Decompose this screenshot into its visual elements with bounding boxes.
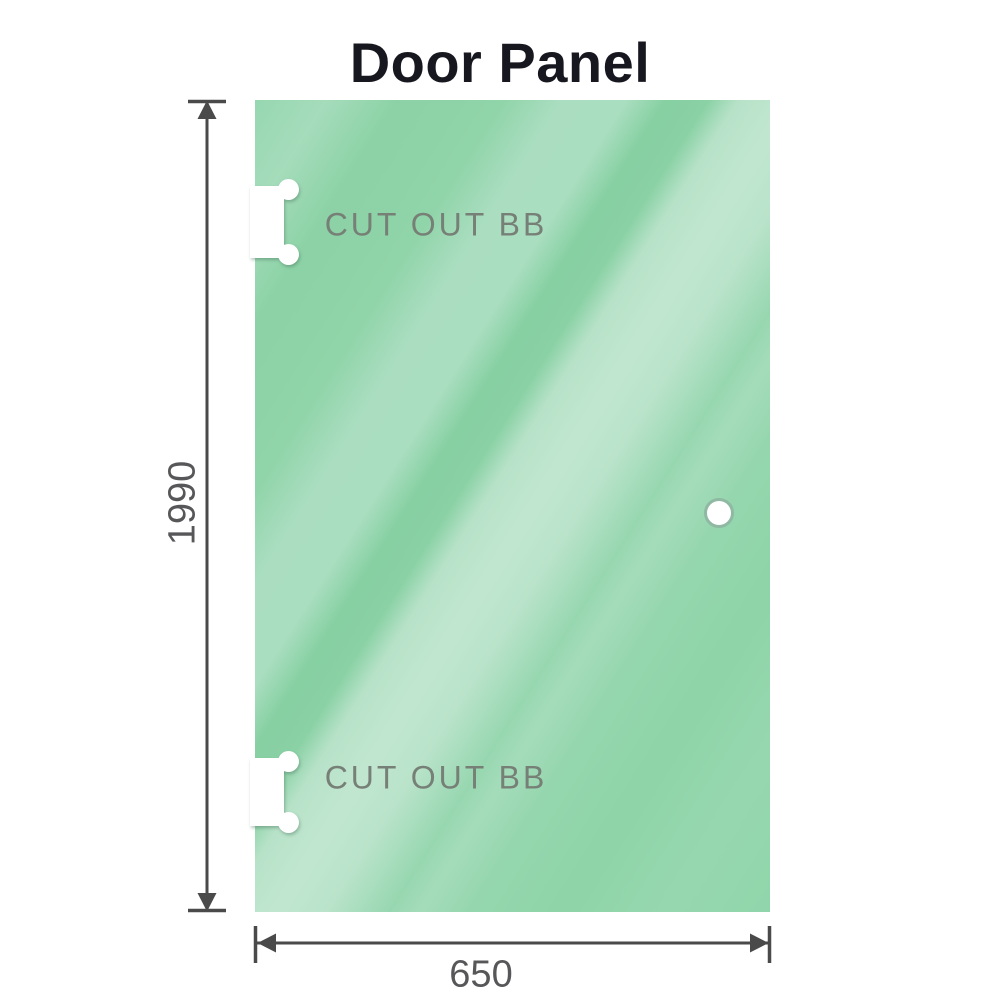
handle-hole [704,498,734,528]
cutout-bottom-slot [250,758,284,826]
page-title: Door Panel [349,31,651,94]
cutout-top-slot [250,186,284,258]
arrow-up-icon [197,100,217,119]
cutout-top-label: CUT OUT BB [324,206,548,243]
cutout-bottom-label: CUT OUT BB [324,759,548,796]
cutout-bottom-lower-lobe [278,812,299,833]
glass-panel [255,100,770,912]
cutout-bottom [250,751,299,833]
arrow-left-icon [257,933,276,953]
cutout-top-lower-lobe [278,244,299,265]
cutout-top [250,179,299,265]
cutout-top-upper-lobe [278,179,299,200]
cutout-bottom-upper-lobe [278,751,299,772]
width-dimension [253,926,772,963]
arrow-down-icon [197,893,217,912]
width-dimension-label: 650 [449,953,513,996]
arrow-right-icon [750,933,769,953]
height-dimension-label: 1990 [161,460,204,546]
